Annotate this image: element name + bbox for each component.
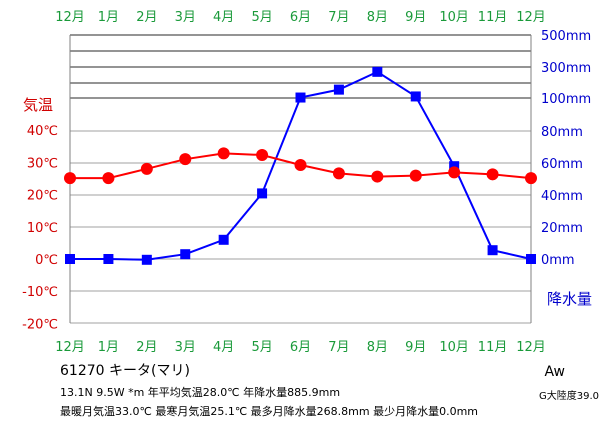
bottom-month-label: 4月 (213, 340, 234, 355)
temperature-point (409, 169, 422, 182)
bottom-month-label: 9月 (405, 340, 426, 355)
precipitation-point (449, 161, 460, 172)
temperature-tick-label: 10℃ (27, 221, 58, 236)
precipitation-tick-label: 100mm (541, 92, 591, 107)
precipitation-tick-label: 60mm (541, 157, 583, 172)
precipitation-point (372, 66, 383, 77)
temperature-point (179, 153, 192, 166)
precipitation-point (141, 254, 152, 265)
bottom-month-label: 11月 (478, 340, 508, 355)
temperature-point (448, 166, 461, 179)
precipitation-point (257, 188, 268, 199)
bottom-month-label: 5月 (251, 340, 272, 355)
top-month-label: 11月 (478, 10, 508, 25)
top-month-label: 6月 (290, 10, 311, 25)
top-month-label: 12月 (516, 10, 546, 25)
temperature-series (64, 147, 537, 185)
precipitation-point (487, 245, 498, 256)
temperature-tick-label: 0℃ (35, 253, 58, 268)
temperature-tick-label: 40℃ (27, 124, 58, 139)
precipitation-point (410, 91, 421, 102)
top-month-label: 10月 (439, 10, 469, 25)
precipitation-point (526, 254, 536, 264)
top-month-label: 9月 (405, 10, 426, 25)
temperature-point (217, 147, 230, 160)
bottom-month-label: 3月 (175, 340, 196, 355)
bottom-month-label: 2月 (136, 340, 157, 355)
bottom-month-labels: 12月 1月 2月 3月 4月 5月 6月 7月 8月 9月 10月 11月 12月 (55, 340, 546, 355)
station-name: 61270 キータ(マリ) (60, 363, 190, 379)
top-month-label: 4月 (213, 10, 234, 25)
station-info-line2: 最暖月気温33.0℃ 最寒月気温25.1℃ 最多月降水量268.8mm 最少月降… (60, 405, 479, 418)
precipitation-point (333, 84, 344, 95)
temperature-point (332, 167, 345, 180)
top-month-label: 8月 (367, 10, 388, 25)
precipitation-tick-label: 0mm (541, 253, 575, 268)
temperature-point (371, 170, 384, 183)
precipitation-point (180, 249, 191, 260)
temperature-point (294, 158, 307, 171)
temperature-tick-label: 20℃ (27, 189, 58, 204)
top-month-label: 1月 (98, 10, 119, 25)
station-info-line1: 13.1N 9.5W *m 年平均気温28.0℃ 年降水量885.9mm (60, 386, 341, 399)
temperature-axis-title: 気温 (23, 96, 53, 114)
precipitation-tick-label: 300mm (541, 61, 591, 76)
grid-lines (69, 34, 532, 324)
precipitation-point (103, 254, 114, 264)
precipitation-point (295, 92, 306, 103)
temperature-point (102, 172, 115, 185)
precipitation-axis-ticks: 500mm 300mm 100mm 80mm 60mm 40mm 20mm 0mm (541, 29, 591, 268)
temperature-tick-label: -20℃ (22, 317, 58, 332)
bottom-month-label: 10月 (439, 340, 469, 355)
koppen-climate-type: Aw (544, 364, 565, 380)
top-month-label: 5月 (251, 10, 272, 25)
temperature-point (256, 148, 269, 161)
bottom-month-label: 6月 (290, 340, 311, 355)
bottom-month-label: 8月 (367, 340, 388, 355)
top-month-label: 12月 (55, 10, 85, 25)
temperature-tick-label: -10℃ (22, 285, 58, 300)
temperature-point (140, 162, 153, 175)
top-month-label: 7月 (328, 10, 349, 25)
bottom-month-label: 1月 (98, 340, 119, 355)
continentality-index: G大陸度39.0 (538, 391, 599, 402)
precipitation-tick-label: 500mm (541, 29, 591, 44)
bottom-month-label: 12月 (516, 340, 546, 355)
temperature-tick-label: 30℃ (27, 156, 58, 171)
top-month-label: 2月 (136, 10, 157, 25)
precipitation-tick-label: 80mm (541, 125, 583, 140)
temperature-point (486, 168, 499, 181)
temperature-point (525, 172, 537, 185)
precipitation-point (65, 254, 75, 264)
precipitation-axis-title: 降水量 (547, 290, 592, 308)
precipitation-tick-label: 20mm (541, 221, 583, 236)
temperature-point (64, 172, 76, 185)
top-month-label: 3月 (175, 10, 196, 25)
precipitation-point (218, 234, 229, 245)
precipitation-series (65, 66, 536, 265)
bottom-month-label: 12月 (55, 340, 85, 355)
bottom-month-label: 7月 (328, 340, 349, 355)
precipitation-tick-label: 40mm (541, 189, 583, 204)
temperature-axis-ticks: 40℃ 30℃ 20℃ 10℃ 0℃ -10℃ -20℃ (22, 124, 58, 332)
top-month-labels: 12月 1月 2月 3月 4月 5月 6月 7月 8月 9月 10月 11月 12月 (55, 10, 546, 25)
